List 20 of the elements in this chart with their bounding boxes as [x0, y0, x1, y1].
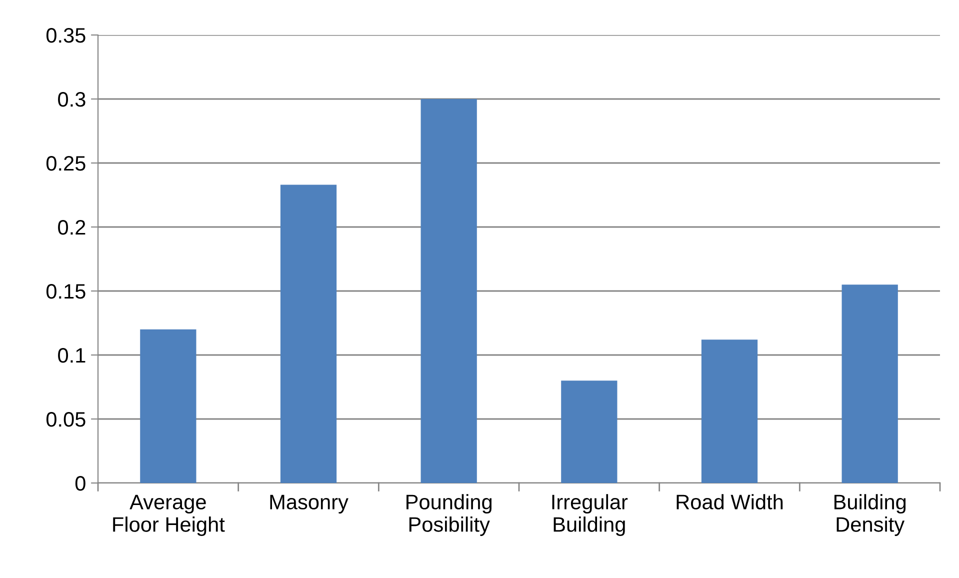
y-tick-label: 0.25 — [46, 156, 86, 171]
x-tick-label: Pounding Posibility — [406, 494, 492, 536]
y-tick-label: 0.35 — [46, 28, 86, 43]
x-tick-label: Average Floor Height — [113, 494, 225, 536]
bar — [280, 184, 337, 483]
y-tick-label: 0 — [75, 476, 86, 491]
x-tick-label: Building Density — [834, 494, 906, 536]
y-tick-label: 0.1 — [58, 348, 86, 363]
x-tick-label: Road Width — [676, 494, 783, 510]
bar — [420, 99, 477, 483]
bar — [140, 329, 196, 483]
bar — [701, 340, 758, 483]
y-tick-label: 0.2 — [58, 220, 86, 235]
x-tick-label: Masonry — [270, 494, 348, 514]
y-tick-label: 0.3 — [58, 92, 86, 107]
bar — [842, 284, 898, 483]
bar — [561, 380, 618, 483]
y-tick-label: 0.15 — [46, 284, 86, 299]
x-tick-label: Irregular Building — [552, 494, 628, 536]
y-tick-label: 0.05 — [46, 412, 86, 427]
